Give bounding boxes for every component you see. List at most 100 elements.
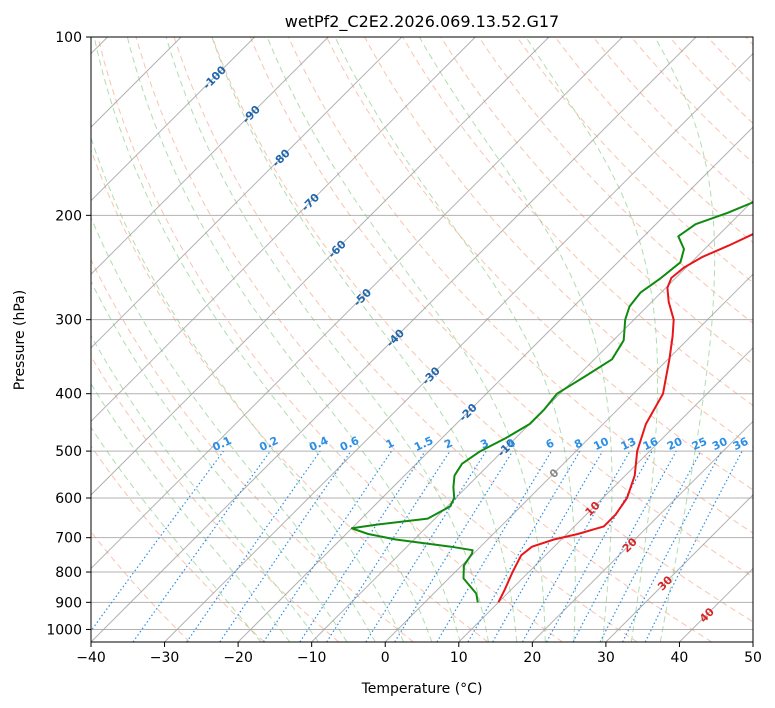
isotherm-line: [679, 567, 753, 642]
isotherm-line: [91, 37, 623, 570]
moist-adiabat-line: [91, 280, 348, 642]
mixing-ratio-line: [394, 450, 514, 642]
mixing-ratio-label: 36: [731, 435, 751, 453]
mixing-ratio-line: [219, 450, 352, 642]
y-tick-label: 400: [55, 387, 82, 403]
x-tick-label: 30: [597, 650, 615, 666]
mixing-ratio-line: [572, 450, 677, 642]
dry-adiabat-line: [249, 37, 753, 578]
moist-adiabat-line: [165, 37, 489, 642]
mixing-ratio-label: 10: [591, 435, 611, 453]
dry-adiabat-line: [440, 37, 753, 365]
isotherm-line: [91, 37, 697, 642]
moist-adiabat-line: [91, 382, 291, 642]
isotherm-line: [164, 52, 753, 642]
isotherm-line: [531, 420, 753, 642]
isotherm-line: [605, 494, 753, 642]
mixing-ratio-line: [299, 450, 426, 642]
mixing-ratio-line: [365, 450, 487, 642]
mixing-ratio-label: 25: [690, 435, 709, 453]
y-tick-label: 800: [55, 565, 82, 581]
isotherm-line: [91, 37, 403, 349]
y-tick-label: 300: [55, 313, 82, 329]
y-tick-label: 100: [55, 30, 82, 46]
dry-adiabat-line: [91, 148, 489, 642]
moist-adiabat-line: [266, 37, 546, 642]
dry-adiabat-line: [91, 258, 414, 642]
dry-adiabat-line: [326, 37, 753, 491]
y-tick-label: 500: [55, 444, 82, 460]
dry-adiabat-line: [592, 37, 753, 204]
x-tick-label: −10: [297, 650, 327, 666]
chart-title: wetPf2_C2E2.2026.069.13.52.G17: [285, 12, 559, 32]
moist-adiabat-line: [91, 216, 376, 642]
moist-adiabat-line: [654, 37, 716, 642]
moist-adiabat-line: [91, 334, 319, 642]
dry-adiabat-line: [707, 37, 753, 85]
moist-adiabat-line: [525, 37, 659, 642]
moist-adiabat-line: [93, 37, 433, 642]
moist-adiabat-line: [91, 426, 262, 642]
mixing-ratio-line: [186, 450, 321, 642]
y-axis-ticks: 100 200 300 400 500 600 700 800 900 1000: [46, 30, 91, 638]
x-tick-label: −40: [76, 650, 106, 666]
dry-adiabat-line: [669, 37, 753, 125]
dewpoint-profile-line: [350, 201, 753, 603]
mixing-ratio-labels: 0.1 0.2 0.4 0.6 1 1.5 2 3 4 6 8 10 13 16 20 25 30 36: [210, 434, 750, 454]
mixing-ratio-line: [262, 450, 392, 642]
mixing-ratio-label: 13: [619, 435, 638, 453]
dry-adiabat-line: [287, 37, 753, 534]
temperature-profile-line: [497, 233, 753, 603]
y-axis-label: Pressure (hPa): [12, 290, 28, 390]
y-tick-label: 900: [55, 595, 82, 611]
y-tick-label: 200: [55, 208, 82, 224]
dry-adiabat-line: [554, 37, 753, 244]
isotherm-label: -100: [200, 63, 229, 92]
mixing-ratio-line: [599, 450, 702, 642]
mixing-ratio-label: 16: [641, 435, 661, 453]
moist-adiabat-line: [91, 136, 405, 642]
x-tick-label: 40: [671, 650, 689, 666]
mixing-ratio-label: 30: [710, 435, 730, 453]
moist-adiabat-line: [211, 37, 518, 642]
isotherm-line: [311, 199, 753, 642]
moist-adiabat-line: [334, 37, 576, 642]
background-lines: [91, 37, 753, 642]
dry-adiabat-line: [91, 531, 191, 642]
x-tick-label: 0: [381, 650, 390, 666]
dry-adiabat-line: [516, 37, 753, 284]
mixing-ratio-line: [132, 450, 271, 642]
y-tick-label: 700: [55, 531, 82, 547]
x-axis-label: Temperature (°C): [361, 681, 483, 697]
isotherm-line: [458, 347, 753, 642]
isotherm-line: [91, 37, 476, 423]
mixing-ratio-label: 6: [544, 436, 557, 451]
isotherm-line: [237, 126, 753, 642]
dry-adiabat-line: [91, 355, 340, 642]
dry-adiabat-line: [211, 37, 753, 623]
mixing-ratio-line: [644, 450, 743, 642]
dry-adiabat-line: [173, 37, 713, 642]
mixing-ratio-label: 20: [665, 435, 685, 453]
isotherm-line: [91, 37, 329, 275]
mixing-ratio-line: [91, 450, 224, 632]
x-tick-label: 50: [744, 650, 762, 666]
isotherm-label: -80: [270, 146, 293, 169]
dry-adiabat-line: [745, 37, 753, 46]
dry-adiabat-line: [91, 445, 265, 642]
x-tick-label: 10: [450, 650, 468, 666]
isotherm-line: [91, 37, 550, 496]
profile-series: [350, 201, 753, 603]
isotherm-line: [384, 273, 753, 642]
isotherm-line: [752, 641, 753, 642]
mixing-ratio-label: 2: [442, 436, 454, 451]
x-tick-label: 20: [523, 650, 541, 666]
x-tick-label: −30: [150, 650, 180, 666]
isotherm-line: [91, 37, 256, 202]
x-tick-label: −20: [223, 650, 253, 666]
x-axis-ticks: −40 −30 −20 −10 0 10 20 30 40 50: [76, 642, 762, 666]
y-tick-label: 1000: [46, 622, 82, 638]
y-tick-label: 600: [55, 491, 82, 507]
plot-frame: [90, 36, 754, 643]
